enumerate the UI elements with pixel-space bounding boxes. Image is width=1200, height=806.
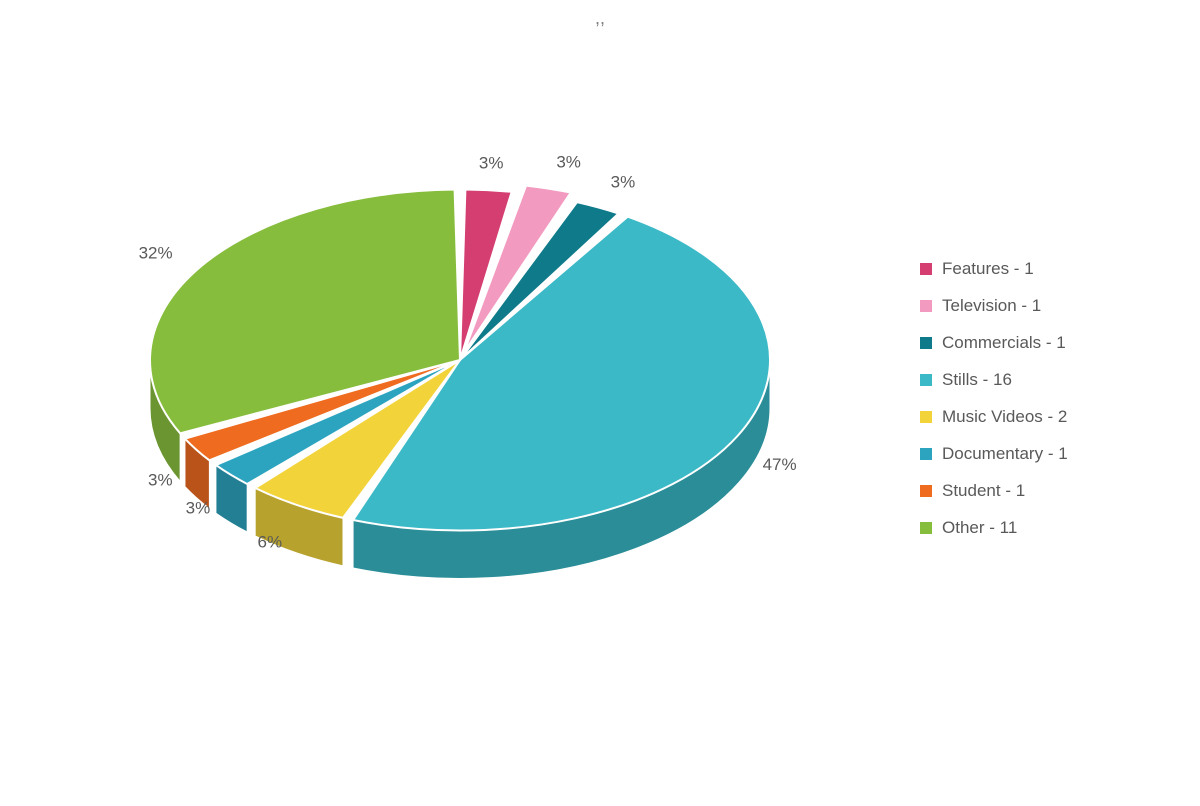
pie-label: 3% [479, 153, 504, 172]
legend-item: Television - 1 [920, 297, 1180, 314]
legend-item: Music Videos - 2 [920, 408, 1180, 425]
pie-label: 3% [186, 499, 211, 518]
legend-item: Student - 1 [920, 482, 1180, 499]
legend-item: Commercials - 1 [920, 334, 1180, 351]
legend-item: Other - 11 [920, 519, 1180, 536]
legend-item: Documentary - 1 [920, 445, 1180, 462]
legend-label: Other - 11 [942, 519, 1017, 536]
legend-label: Television - 1 [942, 297, 1041, 314]
legend-swatch [920, 411, 932, 423]
chart-container: ,, 3% 3% 3% 47% 6% 3% 3% 32% Features - 1 Televi… [0, 0, 1200, 806]
pie-label: 47% [763, 455, 797, 474]
legend-label: Stills - 16 [942, 371, 1012, 388]
pie-label: 6% [257, 533, 282, 552]
pie-label: 3% [556, 152, 581, 171]
pie-chart: 3% 3% 3% 47% 6% 3% 3% 32% [40, 40, 860, 766]
pie-label: 32% [139, 244, 173, 263]
legend-label: Features - 1 [942, 260, 1034, 277]
legend-swatch [920, 300, 932, 312]
legend-swatch [920, 337, 932, 349]
legend-item: Stills - 16 [920, 371, 1180, 388]
chart-title: ,, [0, 8, 1200, 29]
legend: Features - 1 Television - 1 Commercials - … [920, 260, 1180, 556]
legend-swatch [920, 522, 932, 534]
legend-swatch [920, 485, 932, 497]
legend-item: Features - 1 [920, 260, 1180, 277]
legend-swatch [920, 374, 932, 386]
legend-label: Commercials - 1 [942, 334, 1066, 351]
legend-swatch [920, 263, 932, 275]
legend-label: Music Videos - 2 [942, 408, 1067, 425]
pie-label: 3% [611, 173, 636, 192]
pie-label: 3% [148, 470, 173, 489]
legend-label: Documentary - 1 [942, 445, 1068, 462]
legend-swatch [920, 448, 932, 460]
legend-label: Student - 1 [942, 482, 1025, 499]
